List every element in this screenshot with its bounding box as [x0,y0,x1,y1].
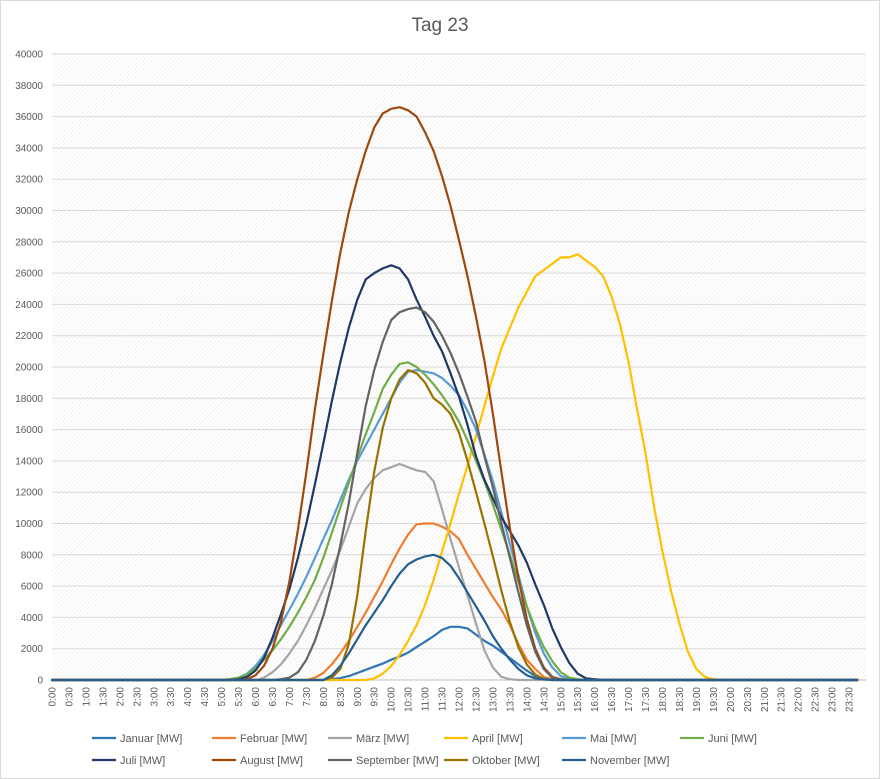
x-tick-label: 14:30 [539,687,550,712]
x-tick-label: 17:30 [641,687,652,712]
x-tick-label: 13:30 [505,687,516,712]
x-tick-label: 15:00 [556,687,567,712]
x-tick-label: 7:00 [285,687,296,707]
x-tick-label: 23:30 [845,687,856,712]
y-tick-label: 24000 [15,300,43,311]
chart-title: Tag 23 [411,15,468,36]
x-tick-label: 9:30 [370,687,381,707]
series-line [50,553,859,682]
x-tick-label: 6:30 [268,687,279,707]
x-tick-label: 21:30 [777,687,788,712]
x-tick-label: 9:00 [353,687,364,707]
y-tick-label: 0 [37,676,43,687]
legend-entry: April [MW] [472,733,523,745]
y-tick-label: 16000 [15,425,43,436]
x-tick-label: 17:00 [624,687,635,712]
x-tick-label: 13:00 [488,687,499,712]
y-tick-label: 2000 [21,644,44,655]
x-tick-label: 19:00 [692,687,703,712]
y-tick-label: 8000 [21,550,44,561]
x-tick-label: 23:00 [828,687,839,712]
x-tick-label: 0:00 [48,687,59,707]
x-tick-label: 1:00 [81,687,92,707]
y-tick-label: 4000 [21,613,44,624]
x-tick-label: 4:00 [183,687,194,707]
x-tick-label: 12:30 [471,687,482,712]
x-tick-label: 12:00 [455,687,466,712]
x-tick-label: 4:30 [200,687,211,707]
x-tick-label: 10:00 [387,687,398,712]
x-tick-label: 6:00 [251,687,262,707]
x-tick-label: 5:30 [234,687,245,707]
legend: Januar [MW] Februar [MW] März [MW] April [M… [92,733,757,767]
x-tick-label: 10:30 [404,687,415,712]
series-lines [50,106,859,682]
y-tick-label: 32000 [15,175,43,186]
x-tick-label: 19:30 [709,687,720,712]
x-tick-label: 3:30 [166,687,177,707]
x-tick-label: 18:30 [675,687,686,712]
y-tick-label: 36000 [15,112,43,123]
legend-entry: Oktober [MW] [472,755,540,767]
legend-entry: Januar [MW] [120,733,182,745]
x-tick-label: 1:30 [98,687,109,707]
y-tick-label: 6000 [21,582,44,593]
x-tick-label: 11:00 [421,687,432,712]
legend-entry: Juli [MW] [120,755,165,767]
x-tick-label: 3:00 [149,687,160,707]
legend-entry: Juni [MW] [708,733,757,745]
x-tick-label: 2:00 [115,687,126,707]
legend-entry: Mai [MW] [590,733,636,745]
y-tick-label: 20000 [15,363,43,374]
y-tick-label: 30000 [15,206,43,217]
x-tick-label: 5:00 [217,687,228,707]
x-axis: 0:00 0:30 1:00 1:30 2:00 2:30 3:00 3:30 4:00 4:30… [48,679,866,712]
x-tick-label: 22:30 [811,687,822,712]
x-tick-label: 20:30 [743,687,754,712]
x-tick-label: 15:30 [573,687,584,712]
y-tick-label: 14000 [15,456,43,467]
x-tick-label: 11:30 [438,687,449,712]
legend-entry: September [MW] [356,755,439,767]
y-tick-label: 34000 [15,143,43,154]
y-tick-label: 40000 [15,50,43,61]
y-tick-label: 26000 [15,269,43,280]
y-tick-label: 28000 [15,237,43,248]
x-tick-label: 0:30 [64,687,75,707]
x-tick-label: 8:00 [319,687,330,707]
x-tick-label: 8:30 [336,687,347,707]
x-tick-label: 16:00 [590,687,601,712]
x-tick-label: 14:00 [522,687,533,712]
x-tick-label: 22:00 [794,687,805,712]
legend-entry: November [MW] [590,755,669,767]
x-tick-label: 16:30 [607,687,618,712]
x-tick-label: 20:00 [726,687,737,712]
y-axis: 0 2000 4000 6000 8000 10000 12000 14000 16000 180… [15,50,866,687]
x-tick-label: 2:30 [132,687,143,707]
y-tick-label: 22000 [15,331,43,342]
legend-entry: März [MW] [356,733,409,745]
y-tick-label: 10000 [15,519,43,530]
y-tick-label: 18000 [15,394,43,405]
legend-entry: August [MW] [240,755,303,767]
x-tick-label: 7:30 [302,687,313,707]
y-tick-label: 38000 [15,81,43,92]
x-tick-label: 18:00 [658,687,669,712]
legend-entry: Februar [MW] [240,733,307,745]
x-tick-label: 21:00 [760,687,771,712]
y-tick-label: 12000 [15,488,43,499]
